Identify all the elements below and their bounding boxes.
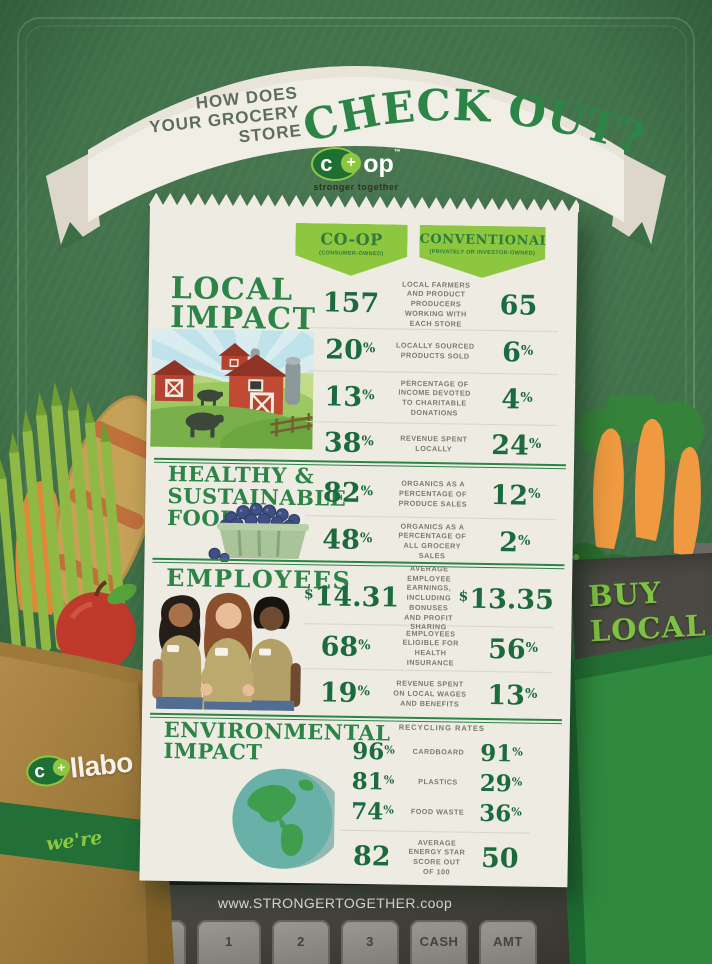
coop-value: $14.31 — [303, 580, 400, 614]
coop-value: 82% — [322, 476, 374, 509]
metric-label: CARDBOARD — [412, 746, 465, 757]
employees-rows: $14.31 AVERAGE EMPLOYEE EARNINGS, INCLUD… — [302, 564, 555, 720]
metric-label: REVENUE SPENT ON LOCAL WAGES AND BENEFIT… — [393, 678, 467, 709]
conventional-value: 4% — [501, 383, 533, 415]
metric-label: REVENUE SPENT LOCALLY — [400, 433, 468, 454]
blueberry-basket-illustration — [208, 502, 309, 563]
register-key-3: 3 — [341, 920, 399, 964]
metric-label: PERCENTAGE OF INCOME DEVOTED TO CHARITAB… — [398, 378, 471, 418]
metric-label: LOCAL FARMERS AND PRODUCT PRODUCERS WORK… — [402, 279, 471, 329]
metric-label: ORGANICS AS A PERCENTAGE OF ALL GROCERY … — [398, 521, 467, 561]
section-heading-local-impact: LOCAL IMPACT — [169, 270, 317, 337]
coop-value: 157 — [322, 286, 380, 319]
metric-label: AVERAGE EMPLOYEE EARNINGS, INCLUDING BON… — [404, 563, 454, 632]
local-impact-rows: 157 LOCAL FARMERS AND PRODUCT PRODUCERS … — [306, 277, 559, 467]
metric-label: FOOD WASTE — [410, 806, 465, 817]
coop-value: 68% — [320, 630, 371, 663]
stat-row: 48% ORGANICS AS A PERCENTAGE OF ALL GROC… — [304, 515, 556, 567]
logo-plus-icon: + — [341, 153, 362, 173]
stat-row: 20% LOCALLY SOURCED PRODUCTS SOLD 6% — [307, 327, 559, 375]
conventional-value: 2% — [498, 526, 531, 558]
employee-right — [248, 596, 301, 711]
register-key-2: 2 — [272, 920, 330, 964]
coop-value: 74% — [351, 797, 394, 825]
conventional-value: $13.35 — [458, 583, 555, 616]
employees-illustration — [152, 592, 301, 711]
stat-row: 74% FOOD WASTE 36% — [340, 796, 530, 829]
farm-illustration — [150, 328, 315, 450]
coop-logo: c + op ™ — [0, 147, 712, 181]
conventional-value: 24% — [491, 429, 542, 462]
coop-value: 48% — [322, 523, 373, 556]
employee-center — [200, 592, 255, 711]
logo-letter-c: c — [320, 151, 333, 176]
stat-row: 82 AVERAGE ENERGY STAR SCORE OUT OF 100 … — [339, 829, 531, 884]
conventional-value: 6% — [501, 336, 534, 368]
metric-label: EMPLOYEES ELIGIBLE FOR HEALTH INSURANCE — [402, 628, 459, 668]
stat-row: 157 LOCAL FARMERS AND PRODUCT PRODUCERS … — [308, 277, 559, 331]
green-tote-bag-illustration — [556, 635, 712, 964]
basket — [216, 522, 309, 560]
stat-row: 19% REVENUE SPENT ON LOCAL WAGES AND BEN… — [302, 668, 553, 720]
conventional-value: 65 — [499, 289, 538, 322]
stat-row: 81% PLASTICS 29% — [341, 766, 531, 799]
conventional-value: 50 — [480, 842, 519, 875]
conventional-value: 13% — [487, 679, 538, 712]
receipt: CO-OP (CONSUMER-OWNED) CONVENTIONAL (PRI… — [139, 192, 580, 888]
conventional-header-subtitle: (PRIVATELY OR INVESTOR-OWNED) — [429, 248, 536, 257]
stat-row: $14.31 AVERAGE EMPLOYEE EARNINGS, INCLUD… — [303, 564, 555, 632]
conventional-value: 56% — [487, 633, 539, 666]
column-header-coop: CO-OP (CONSUMER-OWNED) — [295, 223, 408, 277]
conventional-header-title: CONVENTIONAL — [419, 231, 550, 249]
metric-label: AVERAGE ENERGY STAR SCORE OUT OF 100 — [408, 837, 466, 877]
coop-value: 20% — [325, 333, 376, 366]
coop-value: 82 — [352, 840, 391, 872]
globe-illustration — [232, 768, 336, 869]
coop-value: 19% — [319, 676, 370, 709]
stat-row: 82% ORGANICS AS A PERCENTAGE OF PRODUCE … — [305, 469, 556, 519]
conventional-value: 36% — [479, 799, 522, 827]
coop-value: 96% — [352, 737, 395, 765]
trademark-symbol: ™ — [393, 149, 401, 156]
register-key-cash: CASH — [410, 920, 468, 964]
conventional-value: 29% — [479, 769, 523, 797]
logo-letters-op: op — [363, 149, 394, 178]
coop-value: 38% — [323, 426, 374, 459]
metric-label: ORGANICS AS A PERCENTAGE OF PRODUCE SALE… — [398, 479, 468, 509]
bag-logo-plus-icon: + — [52, 758, 71, 777]
metric-label: LOCALLY SOURCED PRODUCTS SOLD — [395, 340, 475, 361]
conventional-value: 12% — [490, 479, 541, 512]
coop-value: 81% — [351, 767, 395, 795]
bag-word: llabo — [68, 746, 135, 784]
conventional-value: 91% — [480, 739, 523, 767]
logo-tagline: stronger together — [313, 182, 399, 192]
stat-row: 13% PERCENTAGE OF INCOME DEVOTED TO CHAR… — [306, 370, 558, 426]
stat-row: 68% EMPLOYEES ELIGIBLE FOR HEALTH INSURA… — [302, 623, 554, 673]
bag-logo-oval: c + — [24, 753, 71, 789]
healthy-foods-rows: 82% ORGANICS AS A PERCENTAGE OF PRODUCE … — [304, 469, 556, 567]
stat-row: 38% REVENUE SPENT LOCALLY 24% — [306, 421, 557, 467]
metric-label: PLASTICS — [418, 777, 458, 787]
stat-row: 96% CARDBOARD 91% — [341, 736, 531, 769]
employee-left — [152, 595, 205, 710]
coop-logo-oval: c + — [311, 147, 362, 181]
column-header-conventional: CONVENTIONAL (PRIVATELY OR INVESTOR-OWNE… — [419, 225, 546, 279]
coop-header-title: CO-OP — [320, 229, 383, 250]
register-key-1: 1 — [197, 920, 261, 964]
bag-logo-letter-c: c — [33, 760, 46, 783]
coop-value: 13% — [324, 380, 375, 413]
coop-header-subtitle: (CONSUMER-OWNED) — [319, 250, 384, 258]
register-key-amt: AMT — [479, 920, 537, 964]
environmental-rows: 96% CARDBOARD 91% 81% PLASTICS 29% 74% F… — [339, 736, 531, 884]
